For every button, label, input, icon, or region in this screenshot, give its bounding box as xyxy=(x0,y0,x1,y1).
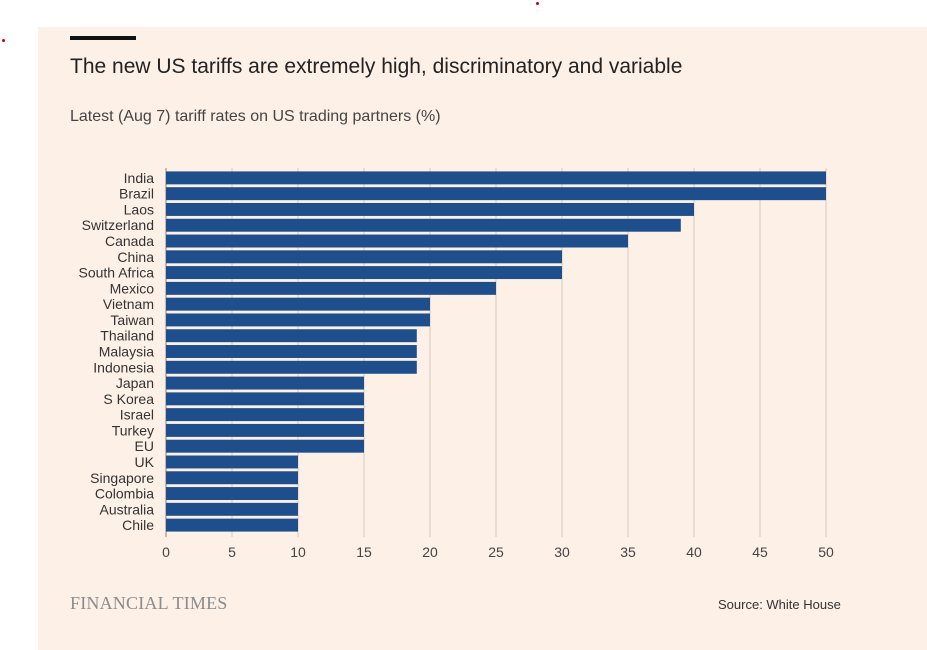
bar-singapore xyxy=(166,471,298,485)
category-label: Indonesia xyxy=(93,359,154,375)
category-label: Taiwan xyxy=(110,312,154,328)
category-label: Laos xyxy=(124,201,154,217)
x-tick-label: 15 xyxy=(356,544,372,560)
category-label: Canada xyxy=(105,233,154,249)
bar-canada xyxy=(166,234,628,248)
bar-japan xyxy=(166,376,364,390)
category-label: UK xyxy=(135,454,155,470)
category-label: Australia xyxy=(100,501,155,517)
category-label: Turkey xyxy=(112,422,154,438)
x-tick-label: 10 xyxy=(290,544,306,560)
bar-uk xyxy=(166,455,298,469)
bar-taiwan xyxy=(166,313,430,327)
bar-china xyxy=(166,250,562,264)
category-label: Vietnam xyxy=(103,296,154,312)
source-note: Source: White House xyxy=(718,597,841,612)
bar-south-africa xyxy=(166,266,562,280)
category-label: India xyxy=(124,170,155,186)
bar-israel xyxy=(166,408,364,422)
category-label: Mexico xyxy=(110,280,155,296)
title-accent-bar xyxy=(70,36,136,40)
bar-laos xyxy=(166,202,694,216)
chart-subtitle: Latest (Aug 7) tariff rates on US tradin… xyxy=(70,108,441,125)
category-label: Malaysia xyxy=(99,344,154,360)
x-tick-label: 25 xyxy=(488,544,504,560)
decorative-dot-left xyxy=(2,39,5,42)
x-tick-label: 45 xyxy=(752,544,768,560)
x-tick-label: 0 xyxy=(162,544,170,560)
x-tick-label: 30 xyxy=(554,544,570,560)
category-label: Switzerland xyxy=(82,217,154,233)
category-label: South Africa xyxy=(79,265,155,281)
category-label: Colombia xyxy=(95,486,154,502)
bar-vietnam xyxy=(166,297,430,311)
category-label: Singapore xyxy=(90,470,154,486)
bar-malaysia xyxy=(166,345,417,358)
bar-brazil xyxy=(166,187,826,201)
decorative-dot-top xyxy=(536,2,539,5)
bar-turkey xyxy=(166,423,364,437)
bar-switzerland xyxy=(166,218,681,232)
bar-s-korea xyxy=(166,392,364,406)
bar-eu xyxy=(166,439,364,453)
bar-india xyxy=(166,171,826,185)
category-label: Chile xyxy=(122,517,154,533)
category-label: Japan xyxy=(116,375,154,391)
bar-thailand xyxy=(166,329,417,343)
bar-indonesia xyxy=(166,360,417,374)
bar-chile xyxy=(166,518,298,532)
brand-logo-text: FINANCIAL TIMES xyxy=(70,593,228,613)
chart-title: The new US tariffs are extremely high, d… xyxy=(70,55,683,78)
x-tick-label: 50 xyxy=(818,544,834,560)
bar-colombia xyxy=(166,487,298,501)
x-tick-label: 20 xyxy=(422,544,438,560)
bar-mexico xyxy=(166,281,496,295)
category-label: Israel xyxy=(120,407,154,423)
x-tick-label: 5 xyxy=(228,544,236,560)
category-label: Brazil xyxy=(119,186,154,202)
category-label: China xyxy=(117,249,154,265)
bar-australia xyxy=(166,502,298,516)
x-tick-label: 35 xyxy=(620,544,636,560)
category-label: S Korea xyxy=(103,391,154,407)
category-label: EU xyxy=(135,438,154,454)
x-tick-label: 40 xyxy=(686,544,702,560)
category-label: Thailand xyxy=(100,328,154,344)
